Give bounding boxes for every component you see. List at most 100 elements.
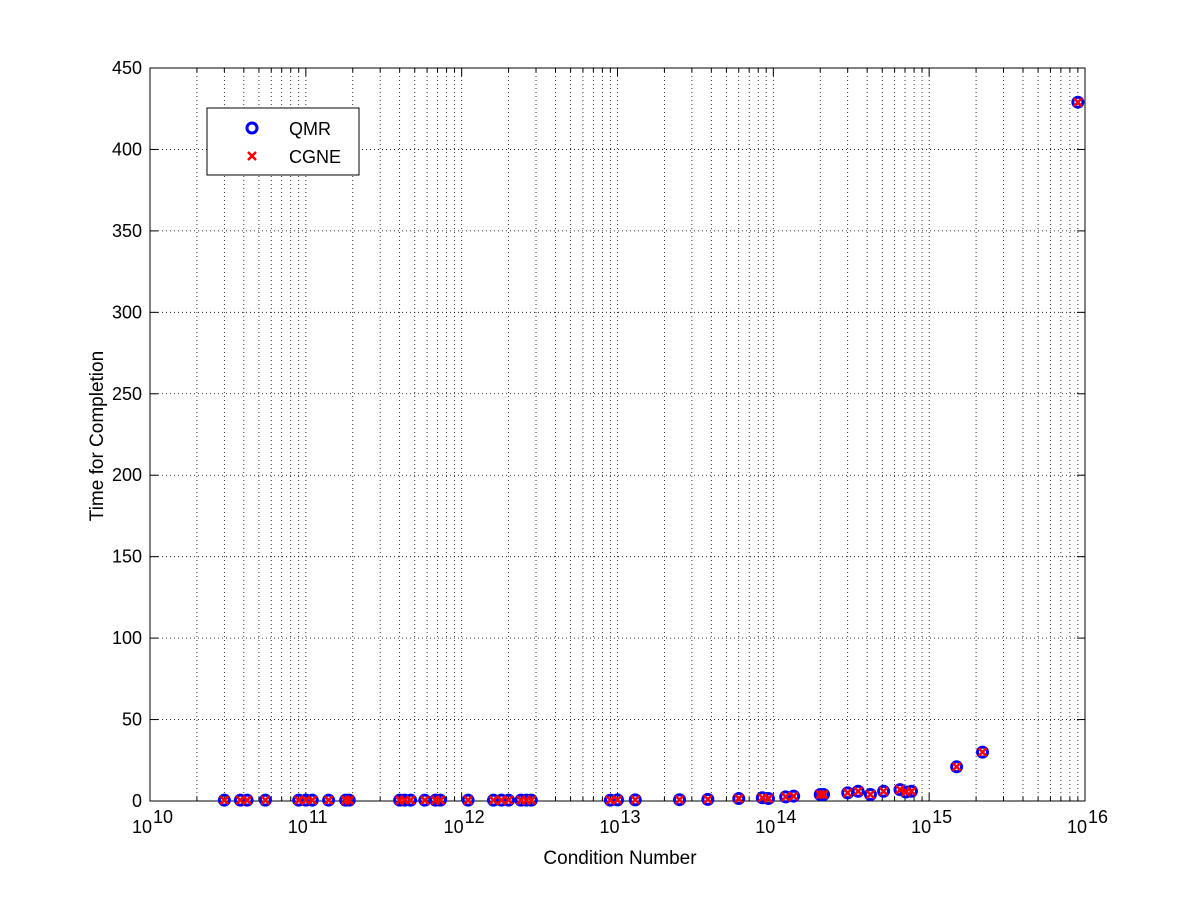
- x-tick-label: 10 13: [599, 807, 640, 837]
- cgne-point: [733, 793, 744, 804]
- y-tick-label: 300: [112, 302, 142, 322]
- y-tick-label: 250: [112, 384, 142, 404]
- cgne-point: [612, 794, 623, 805]
- qmr-point: [486, 793, 500, 807]
- x-tick-label-exponent: 12: [465, 807, 485, 827]
- cgne-point: [405, 795, 416, 806]
- x-tick-label: 10 15: [911, 807, 952, 837]
- y-axis-tick-labels: 0 50 100 150 200 250 300 350 400 450: [112, 58, 142, 811]
- data-points: [217, 95, 1085, 807]
- legend-cgne-marker: [247, 151, 257, 161]
- legend-qmr-marker: [245, 121, 259, 135]
- qmr-point: [494, 793, 508, 807]
- cgne-point: [307, 795, 318, 806]
- qmr-point: [258, 793, 272, 807]
- cgne-point: [435, 795, 446, 806]
- x-tick-label: 10 16: [1067, 807, 1108, 837]
- x-tick-label-exponent: 16: [1088, 807, 1108, 827]
- x-tick-label-base: 10: [444, 817, 464, 837]
- qmr-point: [322, 793, 336, 807]
- cgne-point: [419, 795, 430, 806]
- cgne-point: [842, 787, 853, 798]
- x-tick-label: 10 10: [132, 807, 173, 837]
- qmr-point: [233, 793, 247, 807]
- x-tick-label: 10 11: [288, 807, 328, 837]
- qmr-point: [976, 745, 990, 759]
- cgne-point: [630, 794, 641, 805]
- cgne-point: [503, 795, 514, 806]
- cgne-point: [293, 795, 304, 806]
- cgne-point: [788, 791, 799, 801]
- cgne-point: [344, 795, 355, 806]
- qmr-point: [240, 793, 254, 807]
- cgne-point: [463, 795, 474, 806]
- x-tick-label-exponent: 14: [776, 807, 796, 827]
- qmr-point: [732, 792, 746, 806]
- cgne-point: [818, 789, 829, 800]
- plot-area: [150, 68, 1085, 801]
- cgne-point: [815, 789, 826, 800]
- x-tick-label-base: 10: [755, 817, 775, 837]
- qmr-point: [292, 793, 306, 807]
- legend-qmr-label: QMR: [289, 119, 331, 139]
- y-tick-label: 350: [112, 221, 142, 241]
- qmr-point: [787, 789, 801, 803]
- qmr-point: [461, 793, 475, 807]
- qmr-point: [863, 787, 877, 801]
- x-tick-label-exponent: 10: [153, 807, 173, 827]
- qmr-point: [851, 784, 865, 798]
- x-axis-tick-labels: 10 10 10 11 10 12 10 13 10 14 10 15 10 16: [132, 807, 1108, 837]
- qmr-point: [877, 784, 891, 798]
- cgne-point: [865, 789, 876, 800]
- cgne-point: [526, 795, 537, 806]
- x-tick-label-base: 10: [132, 817, 152, 837]
- cgne-point: [906, 786, 917, 797]
- y-tick-label: 0: [132, 791, 142, 811]
- y-tick-label: 200: [112, 465, 142, 485]
- x-tick-label: 10 14: [755, 807, 796, 837]
- qmr-point: [217, 793, 231, 807]
- cgne-point: [488, 795, 499, 806]
- cgne-point: [951, 761, 962, 772]
- x-tick-label-exponent: 11: [309, 807, 328, 827]
- qmr-point: [1071, 95, 1085, 109]
- x-tick-label-base: 10: [599, 817, 619, 837]
- qmr-point: [701, 792, 715, 806]
- qmr-point: [628, 793, 642, 807]
- qmr-point: [673, 793, 687, 807]
- cgne-point: [219, 795, 230, 806]
- y-tick-label: 400: [112, 139, 142, 159]
- cgne-point: [853, 786, 864, 797]
- cgne-point: [674, 794, 685, 805]
- cgne-point: [763, 793, 774, 804]
- y-axis-label: Time for Completion: [87, 351, 108, 521]
- y-tick-label: 450: [112, 58, 142, 78]
- legend-box: [206, 107, 360, 176]
- qmr-point: [603, 793, 617, 807]
- x-tick-label-exponent: 15: [932, 807, 952, 827]
- cgne-point: [977, 747, 988, 758]
- cgne-point: [878, 786, 889, 797]
- qmr-point: [611, 793, 624, 807]
- qmr-point: [779, 790, 793, 804]
- cgne-point: [323, 795, 334, 806]
- cgne-point: [260, 795, 271, 806]
- x-tick-label: 10 12: [444, 807, 485, 837]
- y-tick-label: 100: [112, 628, 142, 648]
- qmr-point: [502, 793, 516, 807]
- x-tick-label-base: 10: [911, 817, 931, 837]
- cgne-point: [242, 795, 253, 806]
- cgne-point: [895, 784, 905, 795]
- cgne-point: [496, 795, 507, 806]
- x-axis-label: Condition Number: [543, 848, 697, 869]
- x-tick-label-base: 10: [1067, 817, 1087, 837]
- x-tick-label-exponent: 13: [621, 807, 641, 827]
- cgne-point: [780, 792, 791, 802]
- x-tick-label-base: 10: [288, 817, 308, 837]
- legend-cgne-label: CGNE: [289, 147, 341, 167]
- cgne-point: [1072, 97, 1083, 108]
- legend: QMR CGNE: [206, 107, 360, 176]
- cgne-point: [702, 794, 713, 805]
- qmr-point: [950, 760, 964, 774]
